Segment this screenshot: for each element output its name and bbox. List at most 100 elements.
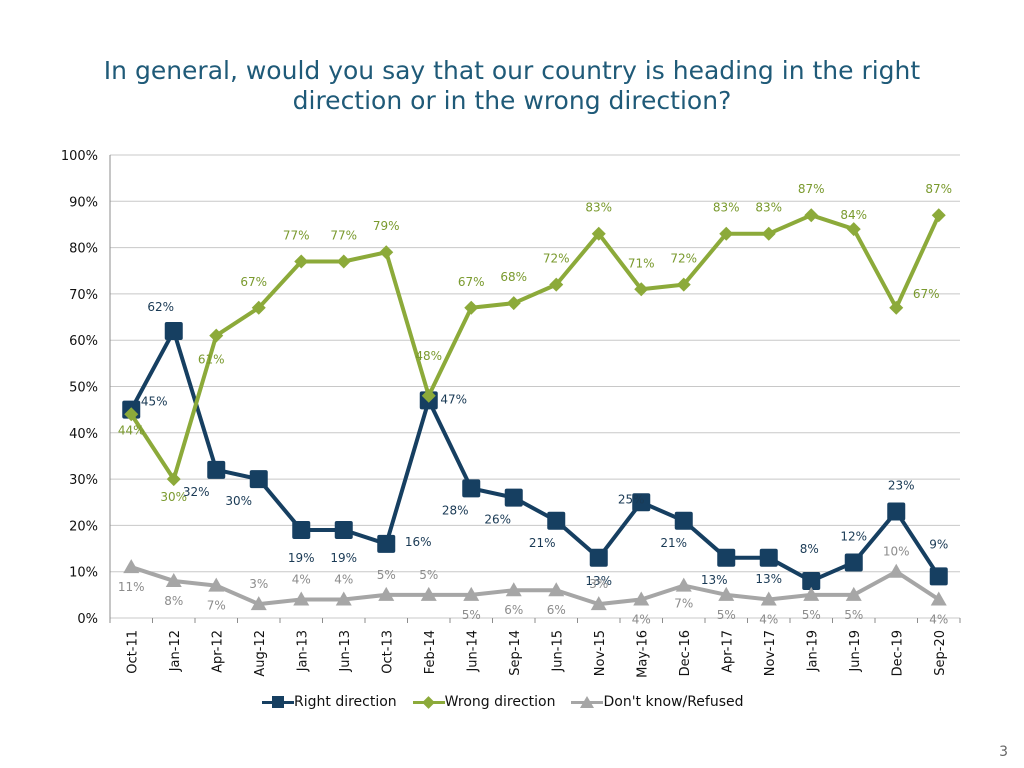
x-tick-label: Jan-12 [168, 630, 183, 672]
data-label-dont-know: 7% [674, 597, 693, 611]
data-point-right-direction [674, 511, 693, 530]
data-label-wrong-direction: 48% [415, 349, 442, 363]
data-label-dont-know: 8% [164, 594, 183, 608]
legend-swatch-square-icon [262, 695, 294, 709]
data-point-dont-know [165, 572, 182, 587]
data-point-right-direction [717, 548, 736, 567]
data-point-right-direction [929, 567, 948, 586]
data-label-right-direction: 26% [484, 513, 511, 527]
legend-swatch-diamond-icon [412, 695, 445, 709]
data-label-wrong-direction: 87% [925, 182, 952, 196]
data-point-right-direction [759, 548, 778, 567]
data-label-right-direction: 21% [660, 536, 687, 550]
data-point-dont-know [718, 586, 735, 601]
data-label-wrong-direction: 30% [160, 490, 187, 504]
data-point-dont-know [505, 582, 522, 597]
data-point-wrong-direction [591, 226, 606, 241]
data-point-right-direction [887, 502, 906, 521]
data-label-dont-know: 4% [929, 612, 948, 626]
data-point-dont-know [760, 591, 777, 606]
data-label-wrong-direction: 67% [458, 275, 485, 289]
data-point-dont-know [930, 591, 947, 606]
legend-swatch-triangle-icon [571, 695, 604, 709]
data-label-wrong-direction: 83% [713, 201, 740, 215]
data-point-wrong-direction [294, 254, 309, 269]
data-point-wrong-direction [889, 300, 904, 315]
y-tick-label: 60% [69, 334, 98, 349]
data-label-dont-know: 7% [207, 599, 226, 613]
data-point-dont-know [548, 582, 565, 597]
data-label-dont-know: 3% [589, 577, 608, 591]
data-label-right-direction: 45% [141, 395, 168, 409]
data-point-wrong-direction [421, 388, 436, 403]
data-point-dont-know [590, 596, 607, 611]
data-point-dont-know [888, 563, 905, 578]
x-tick-label: Nov-15 [593, 630, 608, 676]
data-label-wrong-direction: 77% [330, 228, 357, 242]
x-tick-label: May-16 [635, 630, 650, 678]
data-point-wrong-direction [336, 254, 351, 269]
x-tick-label: Apr-17 [720, 630, 735, 673]
data-label-right-direction: 21% [529, 536, 556, 550]
data-label-wrong-direction: 44% [118, 423, 145, 437]
x-tick-label: Nov-17 [763, 630, 778, 676]
chart-title-line-1: In general, would you say that our count… [103, 56, 921, 85]
y-tick-label: 10% [69, 566, 98, 581]
legend-item-wrong-direction: Wrong direction [412, 694, 555, 710]
data-point-wrong-direction [166, 472, 181, 487]
x-tick-label: Sep-14 [508, 630, 523, 676]
data-label-wrong-direction: 67% [913, 287, 940, 301]
data-point-wrong-direction [761, 226, 776, 241]
data-point-wrong-direction [634, 282, 649, 297]
data-point-dont-know [123, 559, 140, 574]
chart-title-line-2: direction or in the wrong direction? [292, 86, 732, 115]
data-point-right-direction [547, 511, 566, 530]
x-tick-label: Dec-16 [678, 630, 693, 676]
data-label-right-direction: 62% [147, 300, 174, 314]
data-point-right-direction [377, 534, 396, 553]
data-point-dont-know [378, 586, 395, 601]
data-label-dont-know: 5% [462, 608, 481, 622]
data-label-dont-know: 4% [334, 572, 353, 586]
legend-label-right-direction: Right direction [294, 694, 397, 710]
data-point-wrong-direction [846, 222, 861, 237]
data-point-right-direction [632, 493, 651, 512]
data-point-right-direction [207, 460, 226, 479]
data-point-dont-know [463, 586, 480, 601]
legend-label-dont-know: Don't know/Refused [603, 694, 744, 710]
data-point-wrong-direction [676, 277, 691, 292]
data-point-right-direction [249, 470, 268, 489]
x-tick-label: Dec-19 [890, 630, 905, 676]
data-point-dont-know [293, 591, 310, 606]
legend-item-dont-know: Don't know/Refused [571, 694, 744, 710]
page-number: 3 [999, 744, 1008, 760]
y-tick-label: 50% [69, 381, 98, 396]
data-label-dont-know: 5% [419, 568, 438, 582]
data-label-dont-know: 4% [292, 572, 311, 586]
data-point-wrong-direction [719, 226, 734, 241]
y-tick-label: 40% [69, 427, 98, 442]
data-point-right-direction [164, 321, 183, 340]
data-label-right-direction: 8% [800, 542, 819, 556]
data-point-dont-know [675, 577, 692, 592]
data-label-dont-know: 4% [632, 612, 651, 626]
data-label-dont-know: 6% [504, 603, 523, 617]
x-tick-label: Jun-13 [338, 630, 353, 673]
data-label-wrong-direction: 61% [198, 353, 225, 367]
data-label-wrong-direction: 77% [283, 228, 310, 242]
series-line-wrong-direction [129, 213, 941, 482]
data-point-wrong-direction [251, 300, 266, 315]
y-tick-label: 90% [69, 195, 98, 210]
chart-legend: Right direction Wrong direction Don't kn… [262, 692, 752, 712]
data-label-right-direction: 47% [440, 392, 467, 406]
data-point-right-direction [292, 521, 311, 540]
data-point-wrong-direction [464, 300, 479, 315]
data-point-wrong-direction [804, 208, 819, 223]
chart-title: In general, would you say that our count… [60, 56, 964, 116]
y-tick-label: 30% [69, 473, 98, 488]
y-tick-label: 70% [69, 288, 98, 303]
data-label-right-direction: 13% [585, 574, 612, 588]
x-tick-label: Feb-14 [423, 630, 438, 674]
data-point-right-direction [504, 488, 523, 507]
legend-item-right-direction: Right direction [262, 694, 397, 710]
